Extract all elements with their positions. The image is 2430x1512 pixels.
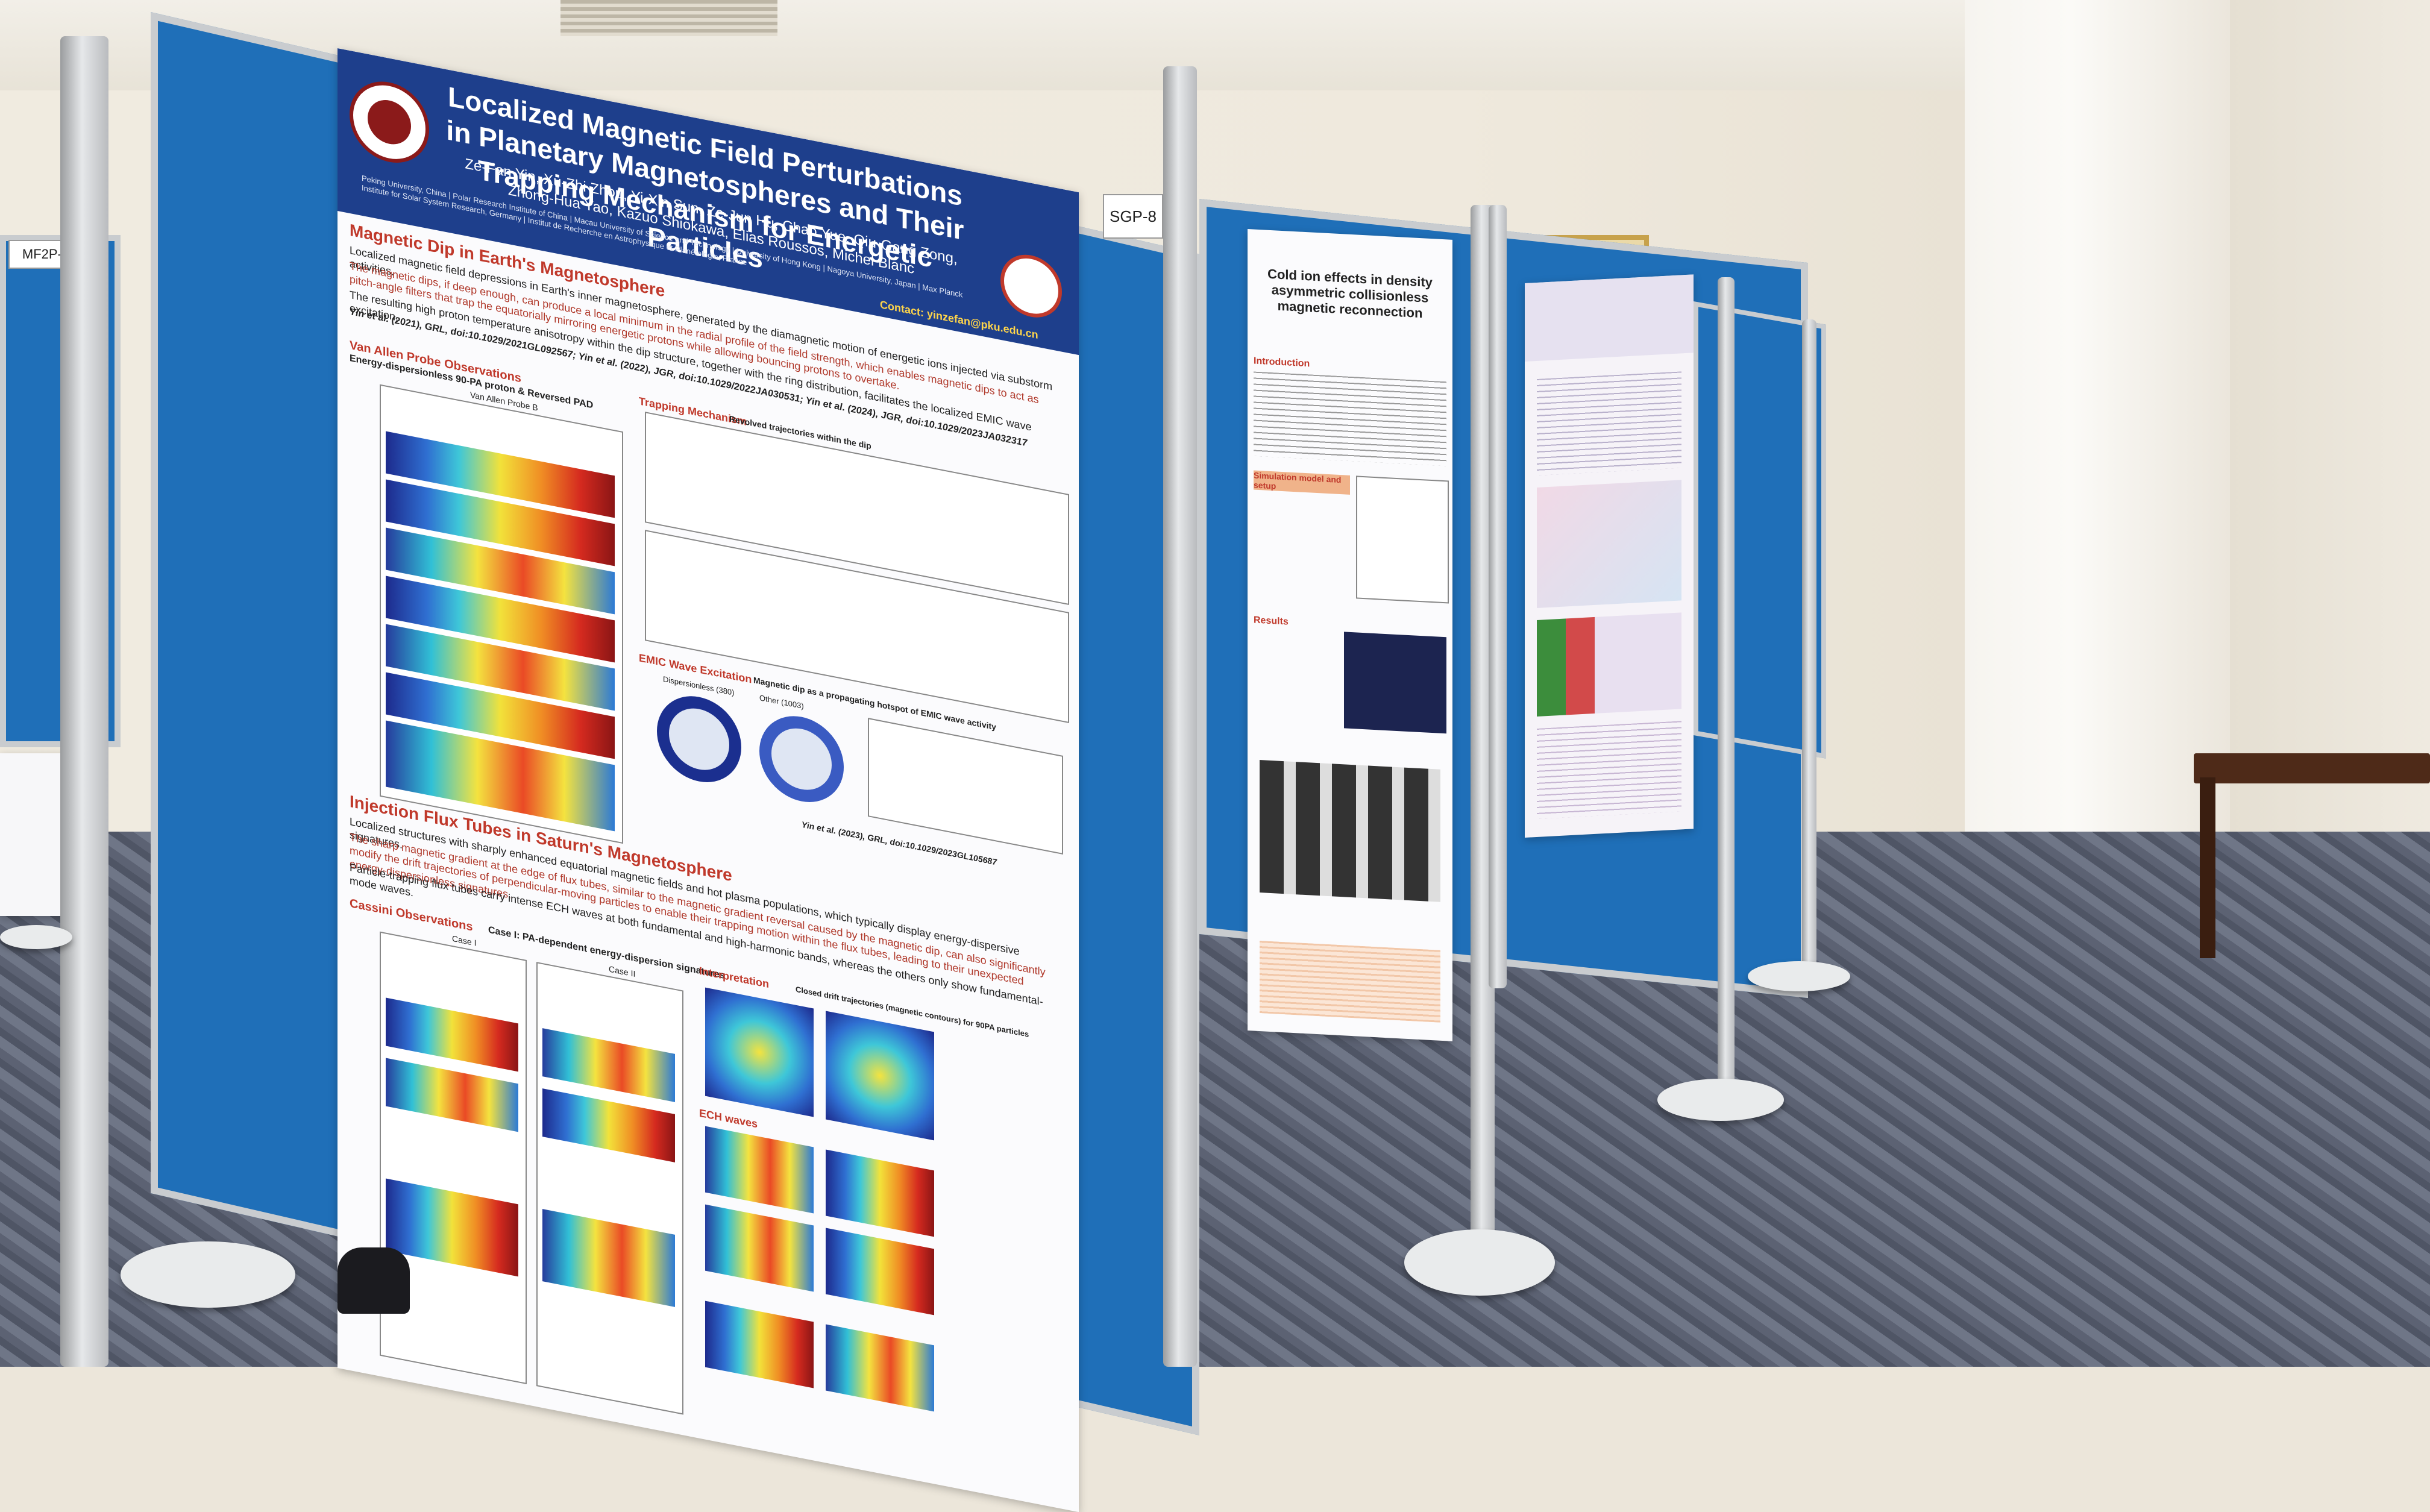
poster-right-header — [1525, 274, 1694, 362]
emic-line-plot — [868, 718, 1063, 855]
poster-main: Localized Magnetic Field Perturbations i… — [338, 48, 1079, 1512]
interpretation-map-1 — [705, 987, 814, 1117]
poster-middle: Cold ion effects in density asymmetric c… — [1248, 229, 1452, 1041]
ech-spectrogram-4 — [826, 1228, 934, 1316]
base-right-1 — [1657, 1079, 1784, 1121]
poster-right-fig-3 — [1537, 612, 1681, 717]
pole-right-1 — [1718, 277, 1735, 1103]
ech-spectrogram-3 — [705, 1204, 814, 1292]
cassini-figure-case1 — [380, 931, 527, 1385]
pole-far-left — [60, 36, 108, 1367]
cassini-figure-case2 — [536, 962, 683, 1415]
poster-middle-title: Cold ion effects in density asymmetric c… — [1267, 266, 1433, 321]
poster-right-fig-2 — [1537, 480, 1681, 608]
base-right-2 — [1748, 961, 1850, 991]
wall-pillar — [1965, 0, 2230, 946]
bench-leg — [2200, 777, 2215, 958]
base-main — [121, 1241, 295, 1308]
pole-main-board — [1163, 66, 1197, 1367]
board-sign-main: SGP-8 — [1103, 194, 1163, 239]
interpretation-map-2 — [826, 1011, 934, 1141]
poster-right — [1525, 274, 1694, 838]
poster-middle-results-figure-1 — [1344, 632, 1446, 734]
wall-right — [2230, 0, 2430, 976]
emic-ring-1 — [657, 689, 741, 790]
bench — [2194, 753, 2430, 783]
poster-right-fig-1 — [1537, 371, 1681, 475]
base-middle — [1404, 1229, 1555, 1296]
ech-spectrogram-1 — [705, 1126, 814, 1214]
poster-middle-sim-title: Simulation model and setup — [1254, 470, 1350, 495]
visitor-shoe — [338, 1247, 410, 1314]
poster-right-fig-4 — [1537, 721, 1681, 819]
ech-spectrogram-6 — [826, 1324, 934, 1412]
poster-middle-footer — [1260, 941, 1440, 1023]
poster-middle-results-figure-2 — [1260, 760, 1440, 902]
ech-spectrogram-5 — [705, 1300, 814, 1388]
fig-interpretation-title: Interpretation — [699, 964, 770, 991]
base-far-left — [0, 925, 72, 949]
pole-right-2 — [1802, 319, 1816, 976]
pole-middle-right — [1489, 205, 1507, 988]
poster-middle-intro-text — [1254, 371, 1446, 466]
emic-label-other: Other (1003) — [759, 693, 804, 711]
ech-spectrogram-2 — [826, 1149, 934, 1237]
poster-middle-intro-title: Introduction — [1254, 356, 1310, 369]
poster-middle-sim-figure — [1356, 475, 1449, 604]
poster-middle-results-title: Results — [1254, 615, 1289, 627]
emic-ring-2 — [759, 709, 844, 810]
ceiling-vent — [560, 0, 777, 36]
